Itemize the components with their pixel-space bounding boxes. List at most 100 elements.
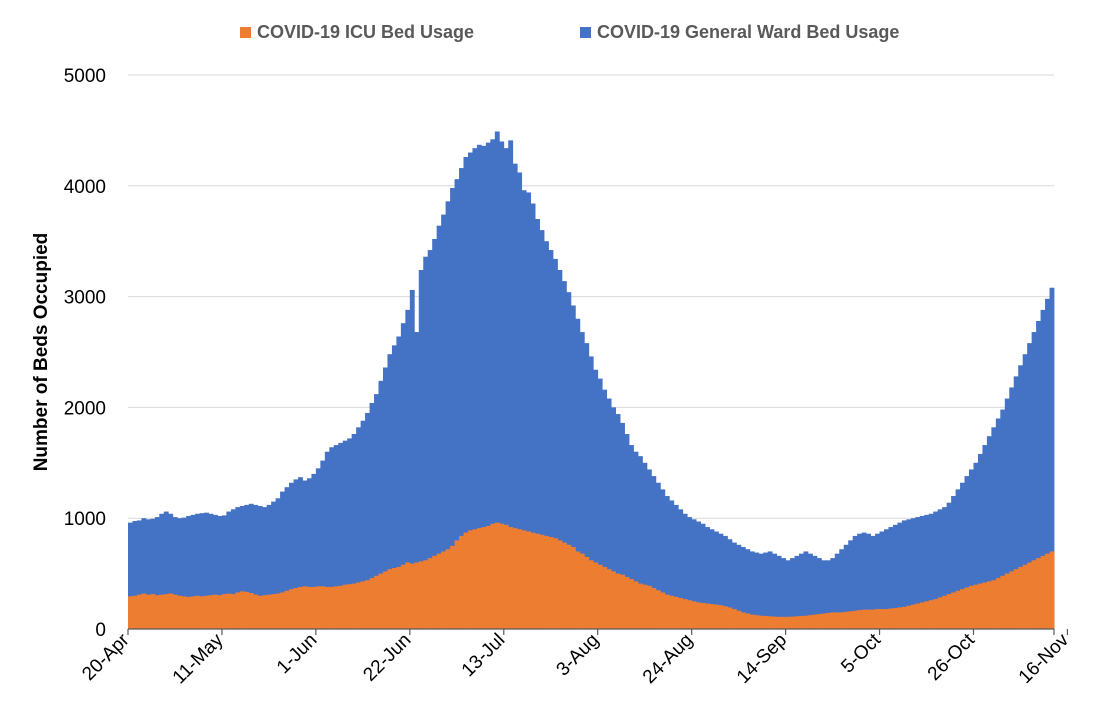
ward-bar	[1045, 298, 1050, 629]
icu-bar	[924, 601, 930, 629]
icu-bar	[700, 602, 706, 629]
ward-bar	[145, 519, 151, 629]
ward-bar	[391, 345, 397, 629]
ward-bar	[544, 241, 549, 629]
ward-bar	[128, 522, 133, 629]
icu-bar	[208, 595, 214, 629]
ward-bar	[1009, 387, 1015, 629]
ward-bar	[642, 462, 648, 629]
ward-bar	[150, 518, 156, 629]
y-tick-label: 5000	[64, 66, 106, 87]
legend-swatch-ward	[580, 27, 591, 38]
x-tick-label: 5-Oct	[837, 629, 885, 677]
ward-bar	[512, 163, 518, 629]
icu-bar	[1027, 562, 1033, 629]
x-tick-label: 11-May	[169, 629, 228, 688]
icu-bar	[615, 573, 621, 629]
ward-bar	[329, 447, 335, 629]
ward-bar	[365, 412, 370, 629]
ward-bar	[467, 152, 473, 629]
ward-bar	[186, 515, 192, 629]
icu-bar	[230, 594, 236, 629]
ward-bar	[221, 515, 227, 629]
icu-bar	[973, 584, 979, 629]
ward-bar	[566, 292, 572, 629]
icu-bar	[812, 614, 818, 629]
ward-bar	[870, 535, 876, 629]
ward-bar	[271, 501, 277, 629]
ward-bar	[785, 560, 791, 629]
ward-bar	[347, 438, 353, 629]
icu-bar	[315, 586, 321, 629]
ward-bar	[901, 520, 907, 629]
ward-bar	[132, 520, 138, 629]
ward-bar	[611, 407, 617, 629]
ward-bar	[494, 131, 500, 629]
ward-bar	[530, 203, 536, 629]
icu-bar	[857, 610, 863, 629]
ward-bar	[253, 504, 259, 629]
ward-bar	[933, 511, 939, 629]
ward-bar	[875, 533, 880, 629]
legend-label-ward: COVID-19 General Ward Bed Usage	[597, 22, 900, 42]
ward-bar	[503, 148, 509, 630]
y-tick-label: 0	[95, 620, 106, 641]
icu-bar	[199, 596, 205, 629]
ward-bar	[284, 487, 290, 629]
icu-bar	[405, 562, 411, 629]
icu-bar	[204, 595, 209, 629]
legend-item-ward: COVID-19 General Ward Bed Usage	[580, 22, 899, 43]
icu-bar	[427, 558, 433, 629]
icu-bar	[306, 586, 312, 629]
ward-bar	[244, 504, 250, 629]
icu-bar	[642, 584, 648, 629]
ward-bar	[154, 517, 160, 629]
icu-bar	[132, 595, 138, 629]
ward-bar	[441, 214, 447, 629]
ward-bar	[499, 141, 505, 630]
x-tick-label: 22-Jun	[359, 630, 415, 686]
icu-bar	[709, 604, 715, 629]
ward-bar	[257, 506, 263, 629]
icu-bar	[257, 595, 263, 629]
icu-bar	[423, 560, 429, 629]
icu-bar	[722, 606, 728, 629]
icu-bar	[490, 523, 496, 629]
ward-bar	[973, 462, 979, 629]
ward-bar	[136, 520, 142, 629]
icu-bar	[172, 594, 178, 629]
icu-bar	[253, 594, 259, 629]
ward-bar	[825, 560, 831, 629]
ward-bar	[230, 509, 236, 629]
icu-bar	[655, 590, 661, 629]
icu-bar	[145, 594, 151, 629]
icu-bar	[584, 556, 590, 629]
icu-bar	[830, 612, 836, 629]
icu-bar	[409, 563, 415, 629]
ward-bar	[418, 270, 424, 629]
icu-bar	[262, 595, 268, 629]
x-tick-label: 1-Jun	[273, 630, 321, 678]
icu-bar	[356, 582, 362, 629]
icu-bar	[347, 584, 353, 629]
ward-bar	[803, 551, 809, 629]
ward-bar	[396, 336, 402, 629]
icu-bar	[293, 588, 299, 629]
ward-bar	[289, 482, 294, 629]
y-tick-labels: 0 1000 2000 3000 4000 5000	[64, 66, 106, 641]
icu-bar	[221, 594, 227, 629]
ward-bar	[208, 513, 214, 629]
icu-bar	[324, 586, 330, 629]
ward-bar	[517, 172, 523, 629]
icu-bar	[1036, 558, 1041, 629]
icu-bar	[499, 523, 505, 629]
x-tick-label: 16-Nov	[1015, 629, 1074, 688]
icu-bar	[736, 610, 742, 629]
icu-bar	[275, 593, 281, 629]
ward-bar	[960, 482, 965, 629]
ward-bar	[459, 168, 464, 629]
icu-bar	[919, 602, 925, 629]
ward-bar	[400, 323, 406, 629]
ward-bar	[848, 540, 854, 629]
icu-bar	[141, 593, 147, 629]
